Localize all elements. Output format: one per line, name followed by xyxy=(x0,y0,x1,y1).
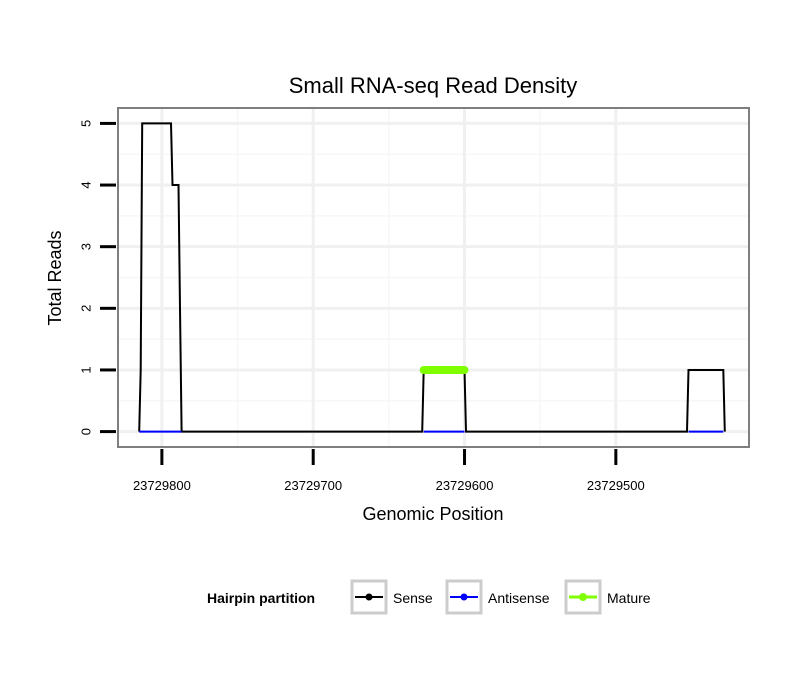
series-layer xyxy=(138,122,726,433)
x-axis-label: Genomic Position xyxy=(362,504,503,524)
x-tick-label: 23729800 xyxy=(133,478,191,493)
legend-label: Antisense xyxy=(488,590,550,606)
legend-key-point xyxy=(579,593,587,601)
legend-entry-sense: Sense xyxy=(350,579,433,615)
x-tick-label: 23729500 xyxy=(587,478,645,493)
y-tick-label: 5 xyxy=(79,120,94,127)
axis-ticks: 23729800 23729700 23729600 23729500 0 1 2 3 4 5 xyxy=(79,120,645,493)
y-tick-label: 4 xyxy=(79,181,94,188)
legend: Hairpin partition Sense Antisense Mature xyxy=(207,579,651,615)
legend-label: Sense xyxy=(393,590,433,606)
plot-panel xyxy=(117,107,750,448)
y-tick-label: 0 xyxy=(79,428,94,435)
y-axis-label: Total Reads xyxy=(45,230,65,325)
y-tick-label: 3 xyxy=(79,243,94,250)
legend-key-point xyxy=(460,593,468,601)
grid-minor xyxy=(118,108,749,447)
y-tick-label: 1 xyxy=(79,366,94,373)
x-tick-label: 23729600 xyxy=(436,478,494,493)
chart-title: Small RNA-seq Read Density xyxy=(289,73,578,98)
legend-entry-antisense: Antisense xyxy=(445,579,550,615)
legend-key-point xyxy=(365,593,373,601)
series-sense xyxy=(138,122,726,433)
legend-label: Mature xyxy=(607,590,651,606)
x-tick-label: 23729700 xyxy=(284,478,342,493)
legend-title: Hairpin partition xyxy=(207,590,315,606)
y-tick-label: 2 xyxy=(79,305,94,312)
legend-entry-mature: Mature xyxy=(564,579,651,615)
